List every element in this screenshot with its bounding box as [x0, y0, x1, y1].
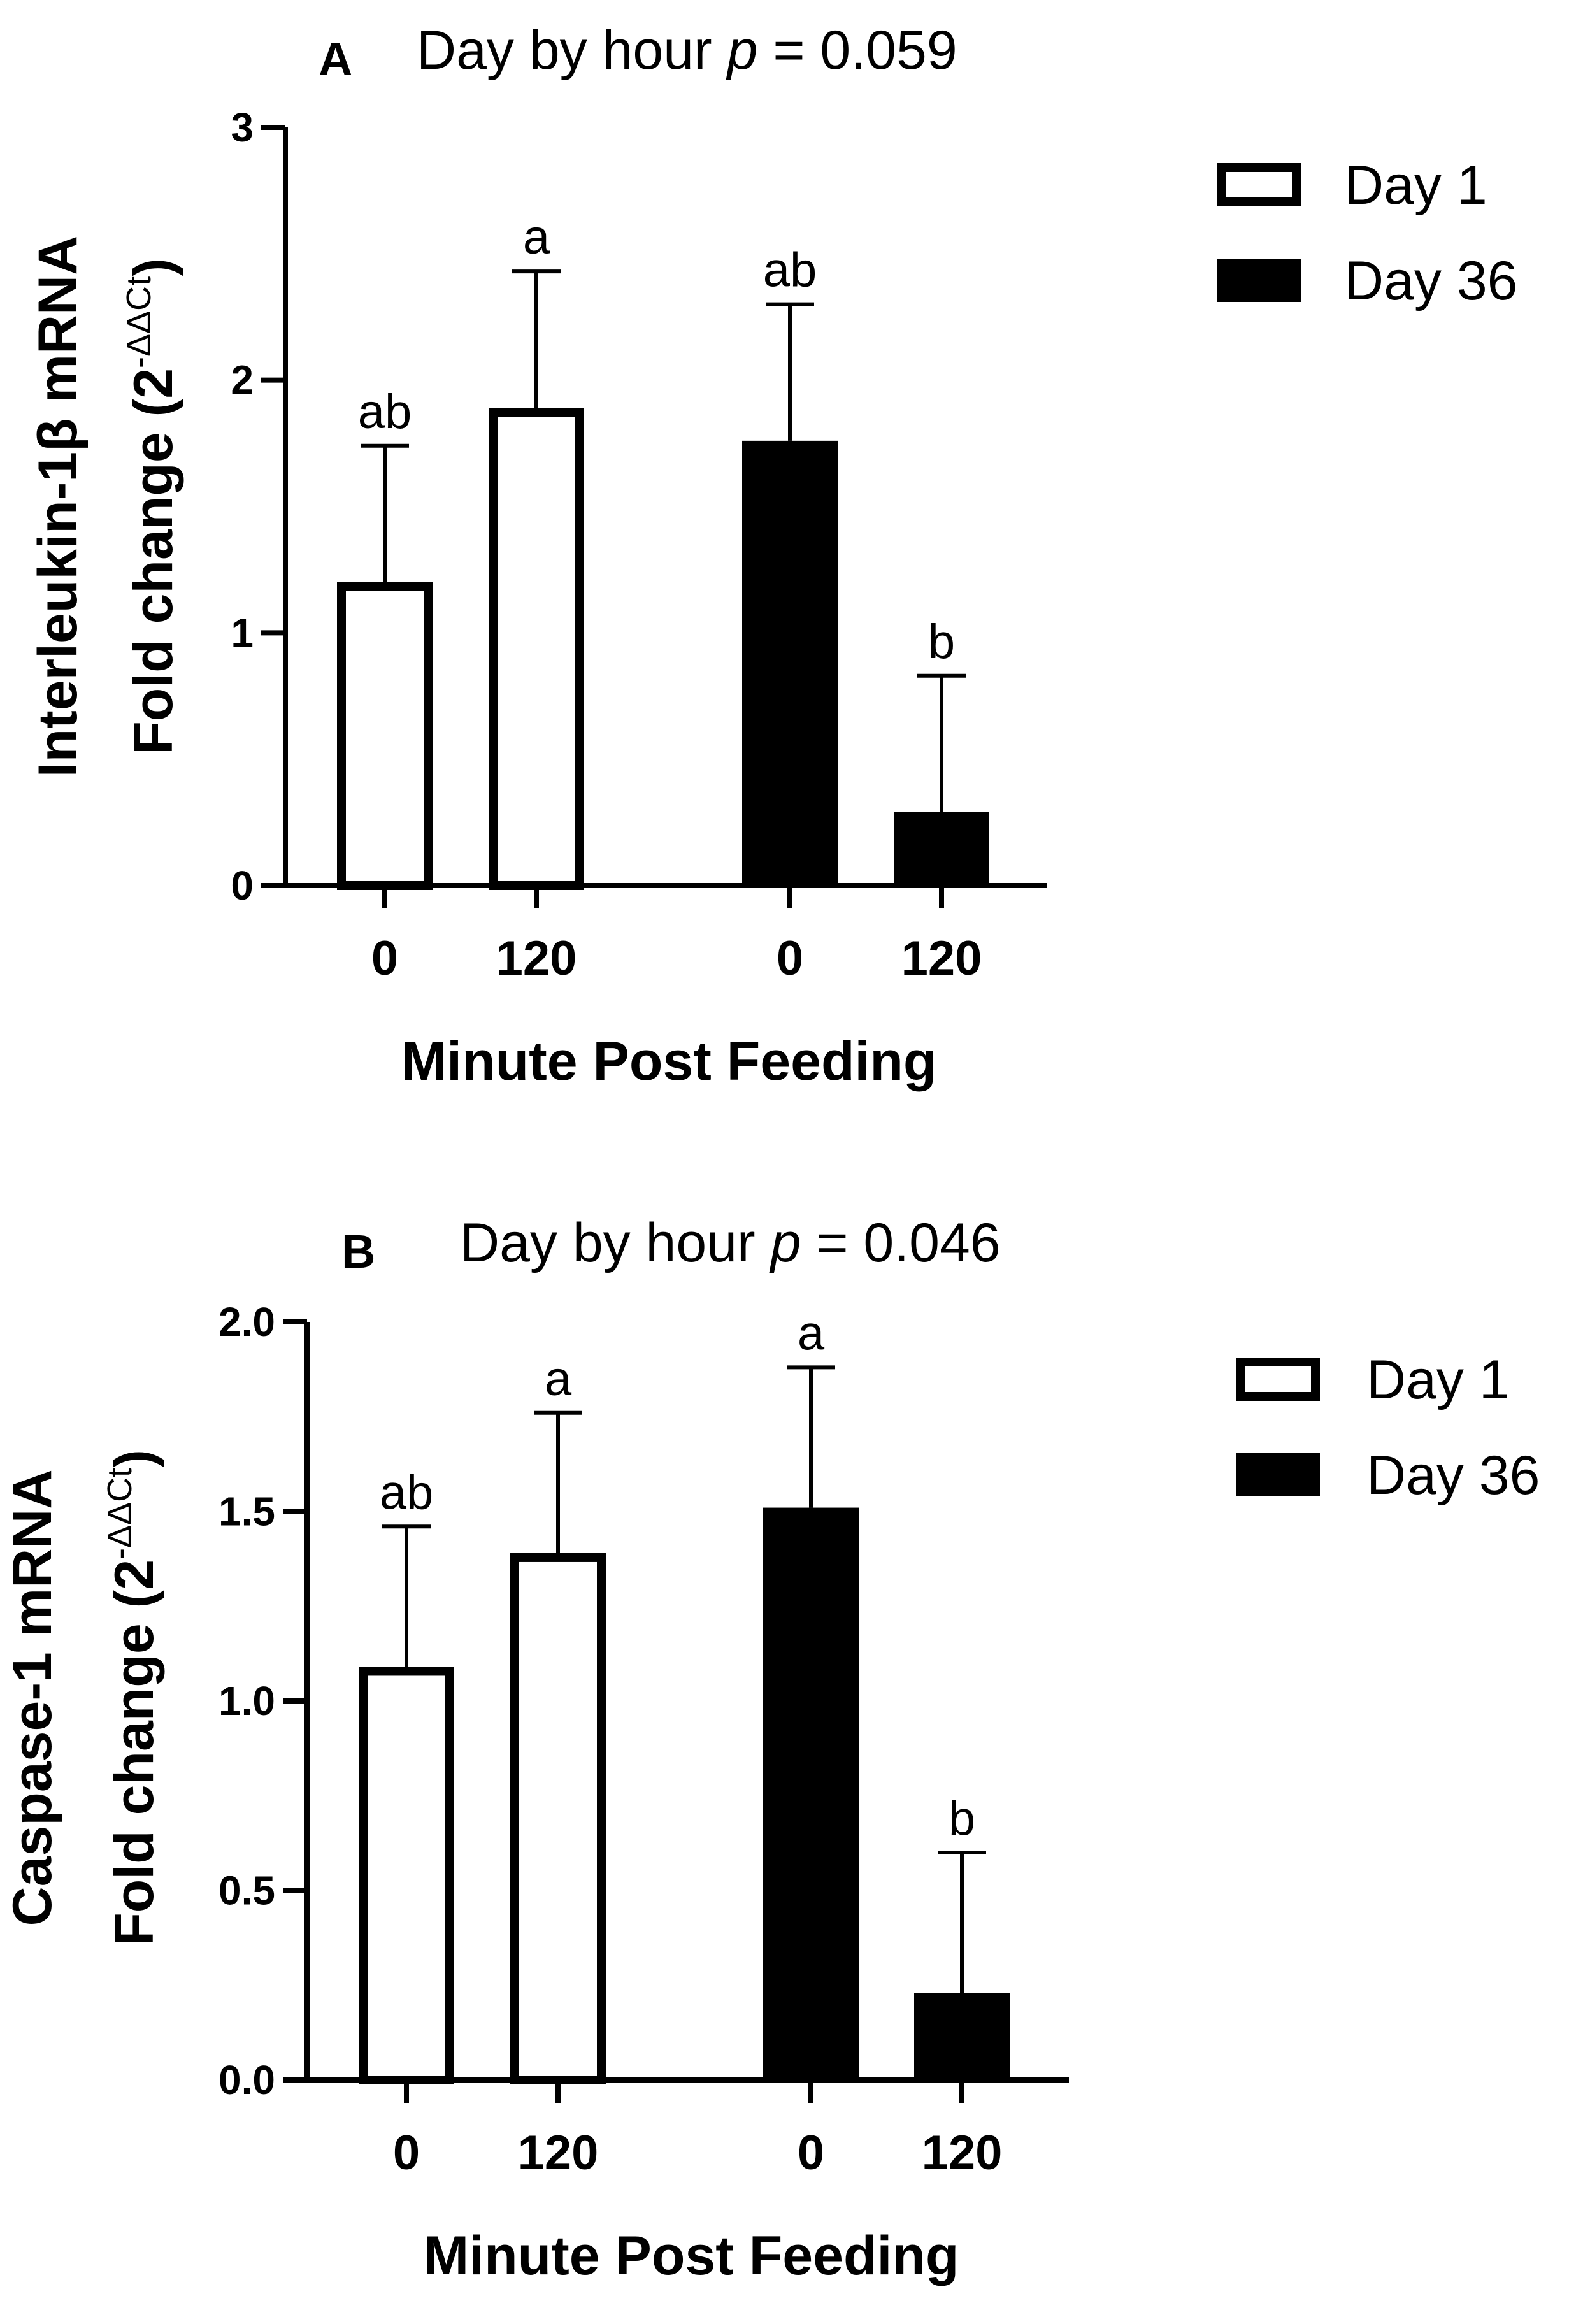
y-axis-label-units: Fold change (2-ΔΔCt) — [120, 258, 184, 755]
legend-label: Day 1 — [1344, 155, 1487, 216]
chart-panel-a: A Day by hour p = 0.059 Interleukin-1β mRN… — [27, 20, 1518, 1092]
y-tick-label: 1.0 — [218, 1678, 275, 1724]
x-tick-label: 0 — [798, 2126, 824, 2180]
y-axis-label-units: Fold change (2-ΔΔCt) — [101, 1449, 165, 1946]
panel-letter: B — [341, 1225, 375, 1278]
y-tick-label: 0.0 — [218, 2057, 275, 2103]
chart-title: Day by hour p = 0.046 — [460, 1212, 1001, 1273]
bar-day1-0min — [359, 1667, 454, 2084]
legend-label: Day 36 — [1344, 250, 1518, 312]
legend-swatch — [1217, 259, 1301, 302]
legend-swatch — [1236, 1453, 1320, 1496]
x-axis-label: Minute Post Feeding — [424, 2225, 959, 2286]
x-axis-label: Minute Post Feeding — [401, 1031, 937, 1092]
x-tick-label: 120 — [901, 931, 982, 986]
bar-day36-0min — [742, 440, 838, 886]
significance-label: b — [949, 1791, 975, 1846]
significance-label: a — [545, 1352, 572, 1406]
significance-label: ab — [358, 385, 412, 439]
x-tick-label: 120 — [922, 2126, 1003, 2180]
x-tick-label: 120 — [496, 931, 577, 986]
legend-label: Day 36 — [1366, 1445, 1540, 1506]
legend-swatch — [1217, 163, 1301, 206]
significance-label: ab — [380, 1465, 434, 1519]
legend-swatch — [1236, 1358, 1320, 1401]
bar-day36-120min — [894, 812, 989, 886]
bar-day1-120min — [489, 408, 584, 890]
y-tick-label: 1 — [231, 610, 254, 656]
bar-day36-0min — [763, 1507, 859, 2080]
y-tick-label: 3 — [231, 104, 254, 150]
x-tick-label: 0 — [777, 931, 803, 986]
bar-day1-120min — [510, 1553, 606, 2084]
y-tick-label: 2.0 — [218, 1299, 275, 1345]
significance-label: a — [523, 210, 550, 264]
panel-letter: A — [319, 32, 352, 85]
y-axis-label: Caspase-1 mRNA — [2, 1470, 63, 1926]
bar-day36-120min — [914, 1993, 1010, 2080]
y-tick-label: 0 — [231, 863, 254, 908]
x-tick-label: 0 — [393, 2126, 420, 2180]
x-tick-label: 120 — [518, 2126, 599, 2180]
chart-title: Day by hour p = 0.059 — [417, 20, 957, 81]
bar-day1-0min — [337, 582, 433, 890]
y-axis-label: Interleukin-1β mRNA — [27, 236, 89, 778]
legend-label: Day 1 — [1366, 1349, 1510, 1410]
significance-label: ab — [763, 243, 817, 298]
x-tick-label: 0 — [371, 931, 398, 986]
significance-label: b — [928, 615, 955, 669]
chart-panel-b: B Day by hour p = 0.046 Caspase-1 mRNA Fold… — [2, 1212, 1540, 2286]
y-tick-label: 2 — [231, 357, 254, 403]
significance-label: a — [798, 1306, 825, 1360]
y-tick-label: 0.5 — [218, 1868, 275, 1914]
y-tick-label: 1.5 — [218, 1489, 275, 1535]
